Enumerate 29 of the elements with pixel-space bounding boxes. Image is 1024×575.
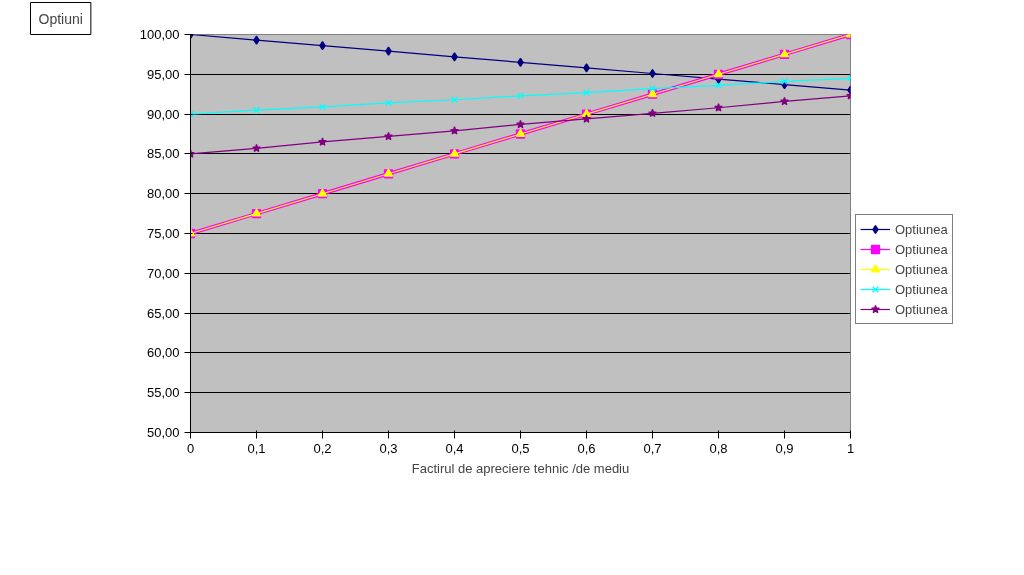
y-tick-label: 65,00 bbox=[146, 305, 180, 321]
text: Optiuni bbox=[38, 10, 83, 27]
y-tick-label: 85,00 bbox=[146, 146, 180, 162]
x-axis-title: Factirul de apreciere tehnic /de mediu bbox=[411, 460, 630, 476]
y-tick-label: 80,00 bbox=[146, 186, 180, 202]
legend-label: Optiunea bbox=[895, 281, 948, 297]
legend-label: Optiunea bbox=[895, 221, 948, 237]
x-tick-label: 0,9 bbox=[775, 440, 794, 456]
legend-label: Optiunea bbox=[895, 241, 948, 257]
y-tick-label: 100,00 bbox=[139, 27, 180, 42]
y-tick-label: 60,00 bbox=[146, 345, 180, 361]
x-tick-label: 0,2 bbox=[313, 440, 332, 456]
x-tick-label: 0 bbox=[186, 440, 195, 456]
x-tick-label: 0,8 bbox=[709, 440, 728, 456]
x-tick-label: 0,4 bbox=[445, 440, 464, 456]
x-tick-label: 0,3 bbox=[379, 440, 398, 456]
x-tick-label: 0,6 bbox=[577, 440, 596, 456]
legend-label: Optiunea bbox=[895, 301, 948, 317]
legend-label: Optiunea bbox=[895, 261, 948, 277]
y-tick-label: 90,00 bbox=[146, 106, 180, 122]
y-tick-label: 55,00 bbox=[146, 385, 180, 401]
y-tick-label: 70,00 bbox=[146, 265, 180, 281]
x-tick-label: 0,7 bbox=[643, 440, 662, 456]
y-tick-label: 75,00 bbox=[146, 226, 180, 241]
x-tick-label: 1 bbox=[846, 440, 855, 456]
x-tick-label: 0,1 bbox=[247, 440, 266, 456]
y-tick-label: 50,00 bbox=[146, 425, 180, 440]
y-tick-label: 95,00 bbox=[146, 66, 180, 82]
x-tick-label: 0,5 bbox=[511, 440, 530, 456]
